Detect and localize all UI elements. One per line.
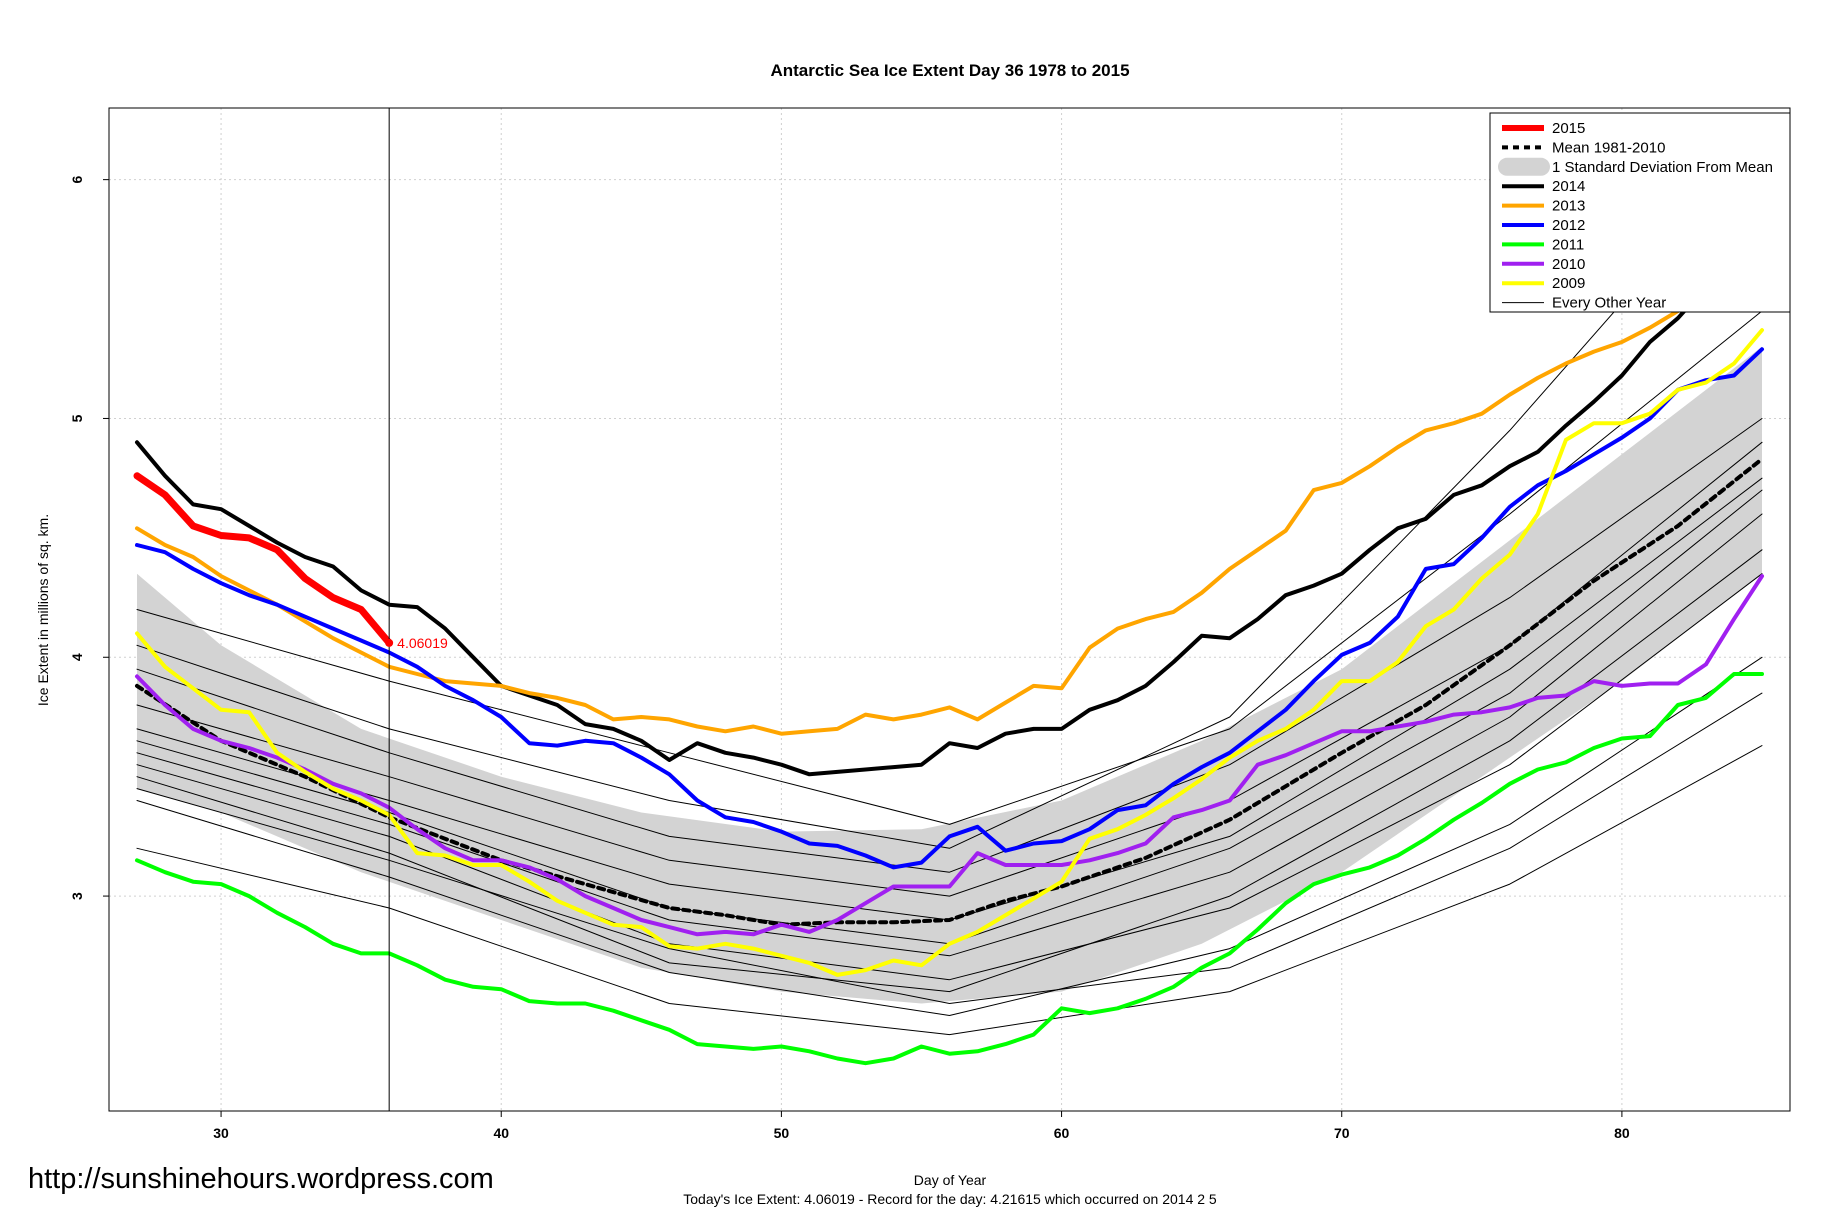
x-tick-label: 60 (1054, 1125, 1070, 1141)
series-line-2013 (135, 246, 1764, 736)
legend: 2015 Mean 1981-2010 1 Standard Deviation F… (1489, 112, 1791, 313)
chart-title: Antarctic Sea Ice Extent Day 36 1978 to … (770, 61, 1129, 80)
legend-label: 2012 (1552, 217, 1585, 234)
series-line-2011 (135, 672, 1764, 1066)
legend-label: Mean 1981-2010 (1552, 139, 1665, 156)
std-dev-band (137, 346, 1762, 1004)
x-axis-ticks: 30 40 50 60 70 80 (213, 1111, 1630, 1141)
std-dev-band-area (137, 346, 1762, 1004)
series-line-2014 (135, 215, 1764, 777)
current-value-point (385, 638, 394, 647)
series-line-2010 (135, 574, 1764, 937)
legend-swatch (1498, 157, 1550, 176)
series-line-2015 (133, 472, 393, 647)
legend-label: 2011 (1552, 236, 1584, 253)
legend-label: 1 Standard Deviation From Mean (1552, 159, 1773, 176)
y-tick-label: 5 (69, 414, 85, 422)
series-line-mean-1981-2010 (135, 457, 1764, 927)
x-tick-label: 30 (213, 1125, 229, 1141)
x-axis-label: Day of Year (914, 1172, 987, 1188)
legend-label: 2015 (1552, 120, 1585, 137)
legend-label: 2010 (1552, 256, 1585, 273)
legend-label: 2014 (1552, 178, 1585, 195)
y-tick-label: 6 (69, 176, 85, 184)
x-tick-label: 40 (493, 1125, 509, 1141)
y-tick-label: 3 (69, 892, 85, 900)
legend-label: Every Other Year (1552, 295, 1666, 312)
y-tick-label: 4 (69, 653, 85, 661)
watermark-url: http://sunshinehours.wordpress.com (28, 1163, 494, 1195)
x-tick-label: 50 (774, 1125, 790, 1141)
legend-label: 2009 (1552, 275, 1585, 292)
footer-record-text: Today's Ice Extent: 4.06019 - Record for… (683, 1191, 1217, 1207)
current-day-marker: 4.06019 (385, 108, 448, 1111)
y-axis-ticks: 3 4 5 6 (69, 176, 109, 900)
plot-frame (108, 107, 1791, 1112)
x-tick-label: 70 (1334, 1125, 1350, 1141)
series-line-2012 (135, 347, 1764, 870)
series-line-2009 (135, 328, 1764, 977)
current-value-label: 4.06019 (397, 635, 448, 651)
legend-label: 2013 (1552, 198, 1585, 215)
x-tick-label: 80 (1614, 1125, 1630, 1141)
y-axis-label: Ice Extent in millions of sq. km. (35, 514, 51, 706)
